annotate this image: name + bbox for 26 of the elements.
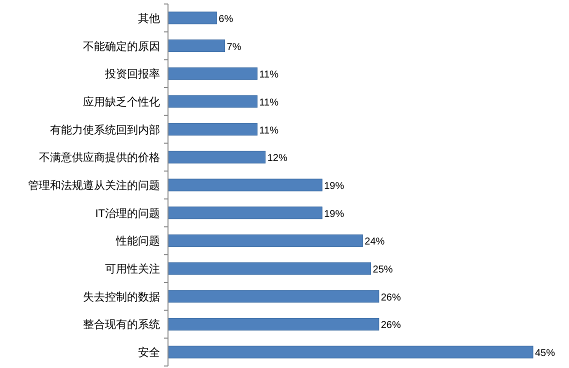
y-tick-label: 其他 bbox=[138, 12, 160, 25]
data-label: 11% bbox=[259, 97, 279, 108]
data-label: 45% bbox=[535, 348, 556, 360]
y-tick-label: 整合现有的系统 bbox=[83, 318, 160, 332]
data-label: 24% bbox=[364, 236, 385, 248]
data-label: 12% bbox=[267, 153, 288, 164]
data-label: 11% bbox=[259, 70, 279, 81]
y-tick-label: 有能力使系统回到内部 bbox=[50, 123, 160, 136]
y-tick-label: 可用性关注 bbox=[105, 262, 160, 276]
y-tick-label: 不满意供应商提供的价格 bbox=[39, 151, 160, 164]
y-tick-label: 性能问题 bbox=[115, 234, 160, 248]
y-tick-label: 安全 bbox=[138, 346, 160, 360]
y-tick-label: 失去控制的数据 bbox=[83, 290, 160, 304]
y-tick-label: 投资回报率 bbox=[104, 68, 160, 81]
data-label: 7% bbox=[226, 42, 242, 53]
y-tick-label: IT治理的问题 bbox=[95, 208, 160, 220]
y-tick-label: 管理和法规遵从关注的问题 bbox=[28, 179, 160, 192]
data-label: 19% bbox=[324, 181, 344, 192]
y-tick-label: 不能确定的原因 bbox=[83, 40, 160, 53]
data-label: 26% bbox=[380, 292, 402, 304]
data-label: 6% bbox=[218, 14, 234, 25]
data-label: 11% bbox=[259, 125, 279, 136]
data-label: 25% bbox=[372, 264, 393, 276]
data-label: 19% bbox=[324, 208, 344, 220]
y-tick-label: 应用缺乏个性化 bbox=[83, 95, 160, 108]
data-label: 26% bbox=[380, 320, 402, 332]
